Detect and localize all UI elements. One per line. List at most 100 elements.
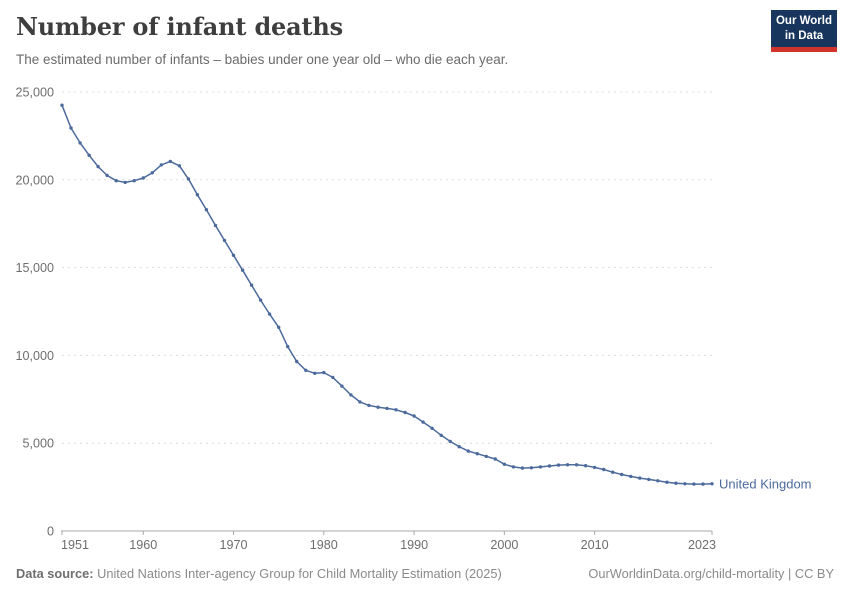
chart-subtitle: The estimated number of infants – babies… [16,52,509,67]
data-point[interactable] [529,466,534,470]
data-point[interactable] [267,312,272,316]
data-source-label: Data source: [16,566,94,581]
owid-logo-line1: Our World [775,15,832,28]
data-point[interactable] [592,465,597,470]
data-point[interactable] [313,371,317,375]
data-point[interactable] [231,253,236,257]
data-point[interactable] [349,393,353,397]
data-point[interactable] [394,408,398,412]
data-point[interactable] [484,454,488,459]
data-point[interactable] [502,462,507,466]
data-point[interactable] [602,467,606,472]
data-point[interactable] [385,406,389,411]
series-end-label: United Kingdom [719,476,812,491]
data-point[interactable] [304,368,308,372]
data-point[interactable] [168,159,172,164]
x-axis-tick-label: 1990 [400,538,428,552]
data-source-text: United Nations Inter-agency Group for Ch… [93,566,502,581]
data-point[interactable] [448,439,452,444]
x-axis-tick-label: 1980 [310,538,338,552]
owid-citation-link[interactable]: OurWorldinData.org/child-mortality | CC … [588,566,834,581]
y-axis-tick-label: 0 [47,525,54,539]
data-point[interactable] [114,179,118,183]
y-axis-tick-label: 20,000 [15,173,54,187]
data-point[interactable] [701,482,705,486]
data-point[interactable] [493,457,497,461]
data-point[interactable] [376,405,380,409]
x-axis-tick-label: 1951 [61,538,89,552]
data-point[interactable] [60,103,64,107]
page-title: Number of infant deaths [16,12,343,41]
x-axis-tick-label: 1970 [220,538,248,552]
data-point[interactable] [69,126,73,130]
data-point[interactable] [647,477,651,482]
data-point[interactable] [78,141,82,145]
y-axis-tick-label: 15,000 [15,261,54,275]
data-point[interactable] [574,463,579,467]
data-point[interactable] [638,476,642,480]
x-axis-tick-label: 1960 [129,538,157,552]
y-axis-tick-label: 5,000 [22,437,54,451]
x-axis-tick-label: 2000 [490,538,518,552]
data-point[interactable] [520,466,525,470]
data-point[interactable] [412,414,416,418]
data-point[interactable] [583,464,588,468]
data-point[interactable] [195,193,200,197]
data-point[interactable] [123,180,127,185]
data-point[interactable] [674,481,678,485]
data-point[interactable] [620,472,624,477]
data-point[interactable] [258,298,263,302]
data-point[interactable] [240,268,245,272]
data-point[interactable] [277,325,281,329]
data-point[interactable] [249,283,254,287]
y-axis-tick-label: 25,000 [15,86,54,100]
data-point[interactable] [340,384,344,388]
data-point[interactable] [213,223,218,228]
data-point[interactable] [141,176,145,180]
data-point[interactable] [204,208,209,212]
data-point[interactable] [331,375,335,380]
chart-footer: Data source: United Nations Inter-agency… [16,566,834,581]
data-point[interactable] [177,164,182,168]
x-axis-tick-label: 2023 [688,538,716,552]
owid-logo-line2: in Data [784,29,824,42]
data-point[interactable] [538,465,543,469]
data-point[interactable] [565,463,570,467]
data-point[interactable] [403,410,407,415]
data-point[interactable] [87,153,91,157]
data-point[interactable] [367,403,371,408]
data-point[interactable] [186,177,191,181]
data-point[interactable] [656,479,660,483]
data-point[interactable] [466,449,470,453]
data-point[interactable] [430,426,434,430]
data-point[interactable] [683,482,687,486]
data-point[interactable] [105,173,109,178]
data-point[interactable] [421,420,425,424]
data-point[interactable] [439,433,443,437]
data-point[interactable] [556,463,561,467]
data-point[interactable] [295,359,299,364]
data-source-note: Data source: United Nations Inter-agency… [16,566,502,581]
data-point[interactable] [457,445,461,449]
x-axis-tick-label: 2010 [581,538,609,552]
data-point[interactable] [692,482,696,486]
owid-logo[interactable]: Our World in Data [771,10,837,52]
data-point[interactable] [96,164,100,169]
data-point[interactable] [132,179,136,183]
data-point[interactable] [475,452,479,456]
line-chart[interactable]: 0 5,000 10,000 15,000 20,000 25,000 1951 1960 19… [0,70,850,560]
data-point[interactable] [511,465,516,469]
data-point[interactable] [322,370,326,375]
data-point[interactable] [547,464,552,468]
data-point[interactable] [159,163,163,167]
data-point[interactable] [286,344,290,349]
data-point[interactable] [629,474,633,479]
data-point[interactable] [222,238,227,243]
data-point[interactable] [665,480,669,484]
data-point[interactable] [710,482,714,486]
data-line[interactable] [61,104,713,485]
data-point[interactable] [150,171,154,175]
data-point[interactable] [358,400,362,404]
data-point[interactable] [611,470,615,474]
